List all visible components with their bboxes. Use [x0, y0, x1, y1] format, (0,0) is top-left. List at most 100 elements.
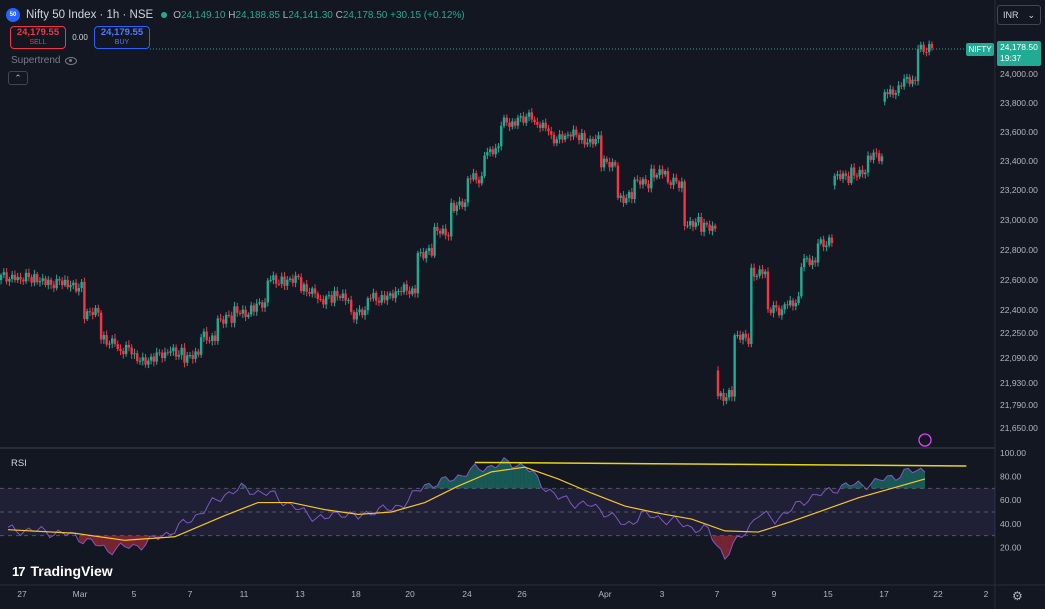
candle-body [180, 347, 183, 355]
indicator-legend[interactable]: Supertrend [11, 55, 78, 66]
candle-body [761, 269, 764, 275]
rsi-overbought-fill [499, 457, 505, 489]
candle-body [544, 122, 547, 129]
candle-body [691, 221, 695, 227]
symbol-header: 50 Nifty 50 Index · 1h · NSE O24,149.10 … [6, 6, 465, 24]
candle-body [686, 225, 689, 227]
candle-body [697, 216, 700, 223]
buy-button[interactable]: 24,179.55 BUY [94, 26, 150, 49]
candle-body [655, 174, 659, 178]
candle-body [602, 158, 606, 168]
candle-body [494, 148, 497, 155]
candle-body [508, 122, 511, 127]
candle-body [66, 279, 69, 288]
candle-body [569, 134, 572, 137]
candle-body [764, 271, 767, 275]
candle-body [174, 347, 178, 357]
sell-button[interactable]: 24,179.55 SELL [10, 26, 66, 49]
candle-body [786, 304, 789, 306]
candle-body [461, 201, 464, 208]
candle-body [322, 299, 325, 305]
candle-body [594, 138, 597, 145]
rsi-label[interactable]: RSI [11, 458, 27, 469]
rsi-overbought-fill [879, 479, 884, 489]
candle-body [222, 319, 225, 324]
rsi-overbought-fill [479, 469, 484, 489]
candle-body [155, 352, 158, 362]
candle-body [105, 335, 108, 345]
candle-body [394, 291, 397, 299]
candle-body [24, 272, 28, 282]
candle-body [386, 295, 389, 301]
tradingview-logo[interactable]: 17 TradingView [12, 563, 113, 579]
candle-body [327, 295, 331, 297]
candle-body [666, 171, 670, 183]
candle-body [136, 353, 139, 362]
candle-body [625, 197, 628, 203]
time-tick-label: 18 [351, 589, 361, 599]
candle-body [261, 302, 264, 308]
time-tick-label: 24 [462, 589, 472, 599]
rsi-oversold-fill [103, 535, 109, 552]
candle-body [794, 303, 797, 307]
candle-body [608, 161, 611, 168]
candle-body [472, 173, 475, 180]
candle-body [552, 134, 556, 144]
candle-body [694, 222, 697, 227]
candle-body [766, 271, 770, 310]
candle-body [613, 162, 617, 166]
candle-body [313, 288, 317, 294]
candle-body [839, 174, 842, 179]
candle-body [525, 116, 528, 123]
rsi-overbought-fill [887, 475, 892, 489]
open-value: 24,149.10 [180, 9, 226, 21]
currency-select[interactable]: INR ⌄ [997, 5, 1041, 25]
symbol-badge[interactable]: 50 [6, 8, 20, 22]
rsi-trend-line [474, 461, 967, 467]
candle-body [324, 296, 328, 305]
candle-body [916, 49, 920, 81]
candle-body [905, 77, 909, 79]
candle-body [116, 344, 119, 350]
time-tick-label: 22 [933, 589, 943, 599]
sell-label: SELL [29, 38, 47, 46]
candle-body [780, 309, 784, 316]
candle-body [205, 331, 208, 341]
rsi-tick-label: 80.00 [1000, 472, 1022, 482]
candle-body [88, 311, 92, 313]
candle-body [505, 117, 508, 123]
candle-body [119, 349, 122, 351]
time-tick-label: 17 [879, 589, 889, 599]
candle-body [55, 278, 58, 289]
candle-body [866, 155, 870, 173]
rsi-overbought-fill [516, 463, 521, 489]
candle-body [305, 284, 308, 292]
candle-body [583, 133, 586, 145]
rsi-overbought-fill [891, 475, 896, 489]
symbol-title[interactable]: Nifty 50 Index · 1h · NSE [26, 9, 154, 21]
candle-body [536, 122, 539, 125]
candle-body [502, 117, 506, 126]
low-value: 24,141.30 [288, 9, 333, 21]
candle-body [416, 252, 420, 294]
candle-body [352, 311, 356, 320]
rsi-overbought-fill [899, 469, 905, 489]
candle-body [272, 275, 275, 280]
candle-body [683, 181, 686, 226]
candle-body [736, 334, 739, 336]
candle-body [38, 280, 42, 283]
rsi-overbought-fill [504, 457, 509, 489]
eye-icon[interactable] [65, 56, 78, 65]
candle-body [83, 281, 86, 320]
gear-icon[interactable]: ⚙ [1012, 589, 1023, 603]
candle-body [775, 305, 778, 308]
rsi-overbought-fill [483, 466, 488, 489]
rsi-oversold-fill [724, 535, 730, 560]
collapse-chevron-up-icon[interactable]: ⌃ [8, 71, 28, 85]
candle-body [677, 181, 681, 188]
candle-body [391, 293, 395, 299]
candle-body [333, 290, 336, 303]
candle-body [641, 179, 645, 185]
